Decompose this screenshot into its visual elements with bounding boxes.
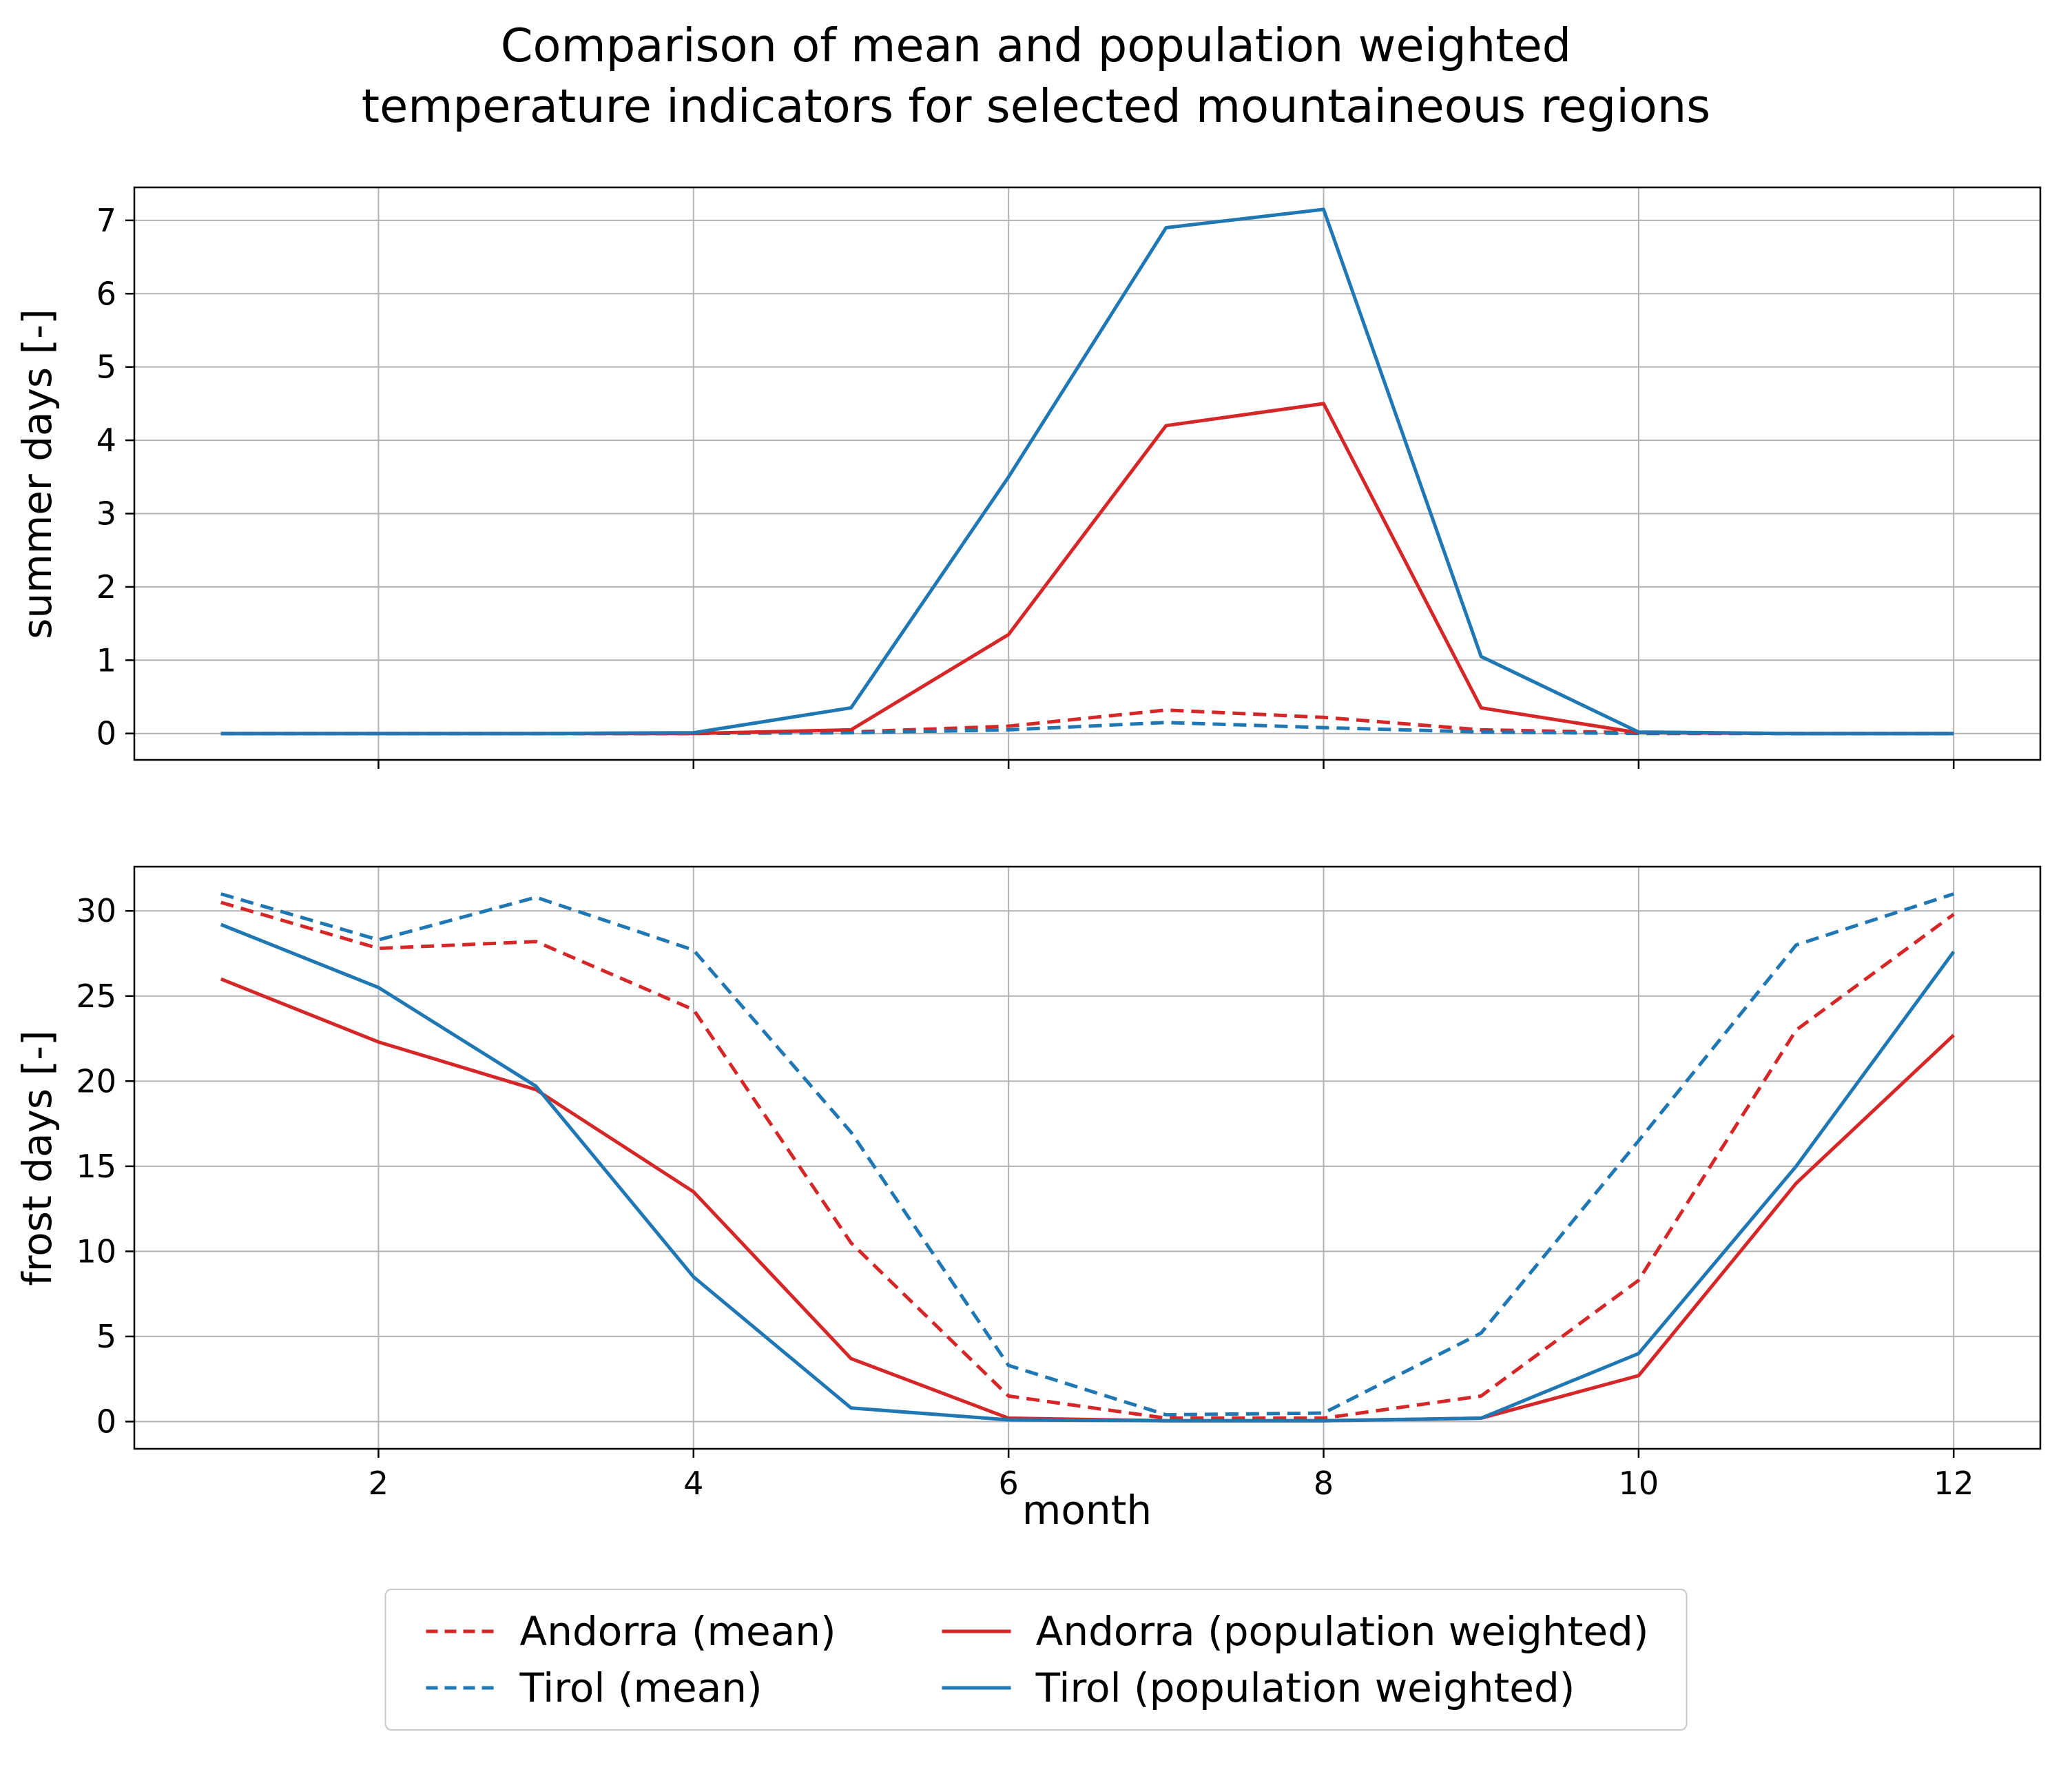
series-line (220, 708, 1954, 736)
x-tick-label: 2 (369, 1465, 388, 1502)
y-tick-label: 2 (96, 568, 116, 606)
y-tick-label: 30 (76, 892, 116, 929)
legend-line-sample (942, 1686, 1011, 1690)
series-line (220, 207, 1954, 736)
legend-item: Tirol (population weighted) (940, 1664, 1649, 1711)
legend-line-sample (426, 1629, 495, 1633)
y-tick-label: 5 (96, 1318, 116, 1355)
x-tick-label: 8 (1314, 1465, 1334, 1502)
x-tick-label: 12 (1934, 1465, 1974, 1502)
y-tick-label: 10 (76, 1232, 116, 1270)
legend-label: Andorra (population weighted) (1035, 1608, 1649, 1655)
y-tick-label: 7 (96, 202, 116, 239)
y-tick-label: 0 (96, 1403, 116, 1440)
legend-line-sample (426, 1686, 495, 1690)
figure-title-line-2: temperature indicators for selected moun… (361, 79, 1711, 134)
y-tick-label: 6 (96, 275, 116, 312)
top-y-axis-label: summer days [-] (14, 309, 61, 639)
summer-days-plot-frame (133, 186, 2042, 761)
x-tick-label: 4 (683, 1465, 703, 1502)
frost-days-plot-frame (133, 865, 2042, 1450)
y-tick-label: 3 (96, 495, 116, 532)
legend-item: Tirol (mean) (424, 1664, 836, 1711)
x-axis-label: month (1022, 1487, 1152, 1534)
y-tick-label: 5 (96, 349, 116, 386)
legend-label: Andorra (mean) (519, 1608, 836, 1655)
bottom-y-axis-label: frost days [-] (14, 1030, 61, 1286)
legend-label: Tirol (population weighted) (1035, 1664, 1575, 1711)
series-line (220, 892, 1954, 1417)
series-line (220, 922, 1956, 1423)
y-tick-label: 25 (76, 978, 116, 1015)
legend: Andorra (mean) Andorra (population weight… (384, 1589, 1688, 1731)
x-tick-label: 6 (999, 1465, 1019, 1502)
series-line (220, 977, 1955, 1423)
legend-label: Tirol (mean) (519, 1664, 763, 1711)
figure-title-line-1: Comparison of mean and population weight… (500, 19, 1572, 72)
legend-item: Andorra (mean) (424, 1608, 836, 1655)
y-tick-label: 15 (76, 1148, 116, 1185)
figure-title: Comparison of mean and population weight… (0, 15, 2072, 137)
legend-item: Andorra (population weighted) (940, 1608, 1649, 1655)
x-tick-label: 10 (1619, 1465, 1659, 1502)
legend-line-sample (942, 1629, 1011, 1633)
y-tick-label: 1 (96, 641, 116, 679)
y-tick-label: 20 (76, 1062, 116, 1100)
y-tick-label: 4 (96, 422, 116, 459)
series-line (220, 900, 1955, 1421)
series-line (220, 402, 1954, 736)
y-tick-label: 0 (96, 715, 116, 752)
